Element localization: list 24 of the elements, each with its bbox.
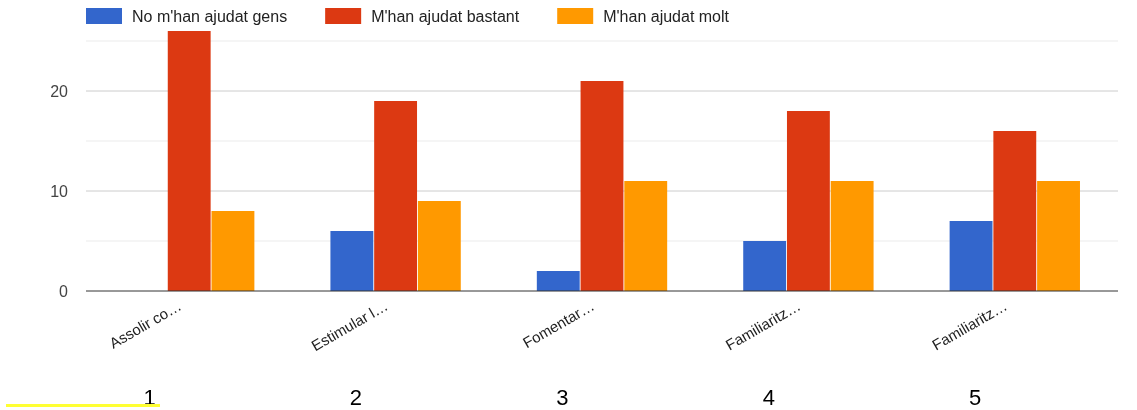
y-tick-label: 20 bbox=[50, 82, 69, 100]
text: 4 bbox=[762, 385, 775, 410]
bar bbox=[417, 201, 461, 291]
bar bbox=[1037, 181, 1080, 291]
legend-label: M'han ajudat molt bbox=[603, 8, 730, 25]
legend-label: M'han ajudat bastant bbox=[371, 8, 520, 25]
bar bbox=[993, 131, 1037, 291]
bar bbox=[167, 31, 211, 291]
bar bbox=[949, 221, 993, 291]
bar bbox=[786, 111, 830, 291]
text: 5 bbox=[969, 385, 982, 410]
y-tick-label: 10 bbox=[50, 182, 69, 200]
bar bbox=[830, 181, 874, 291]
bar bbox=[580, 81, 624, 291]
text: 2 bbox=[349, 385, 363, 410]
bar bbox=[374, 101, 418, 291]
bar bbox=[330, 231, 374, 291]
text: 3 bbox=[556, 385, 569, 410]
bar bbox=[211, 211, 255, 291]
bar bbox=[743, 241, 787, 291]
y-tick-label: 0 bbox=[59, 282, 69, 300]
bar bbox=[536, 271, 580, 291]
legend-label: No m'han ajudat gens bbox=[132, 8, 288, 25]
bar bbox=[624, 181, 668, 291]
